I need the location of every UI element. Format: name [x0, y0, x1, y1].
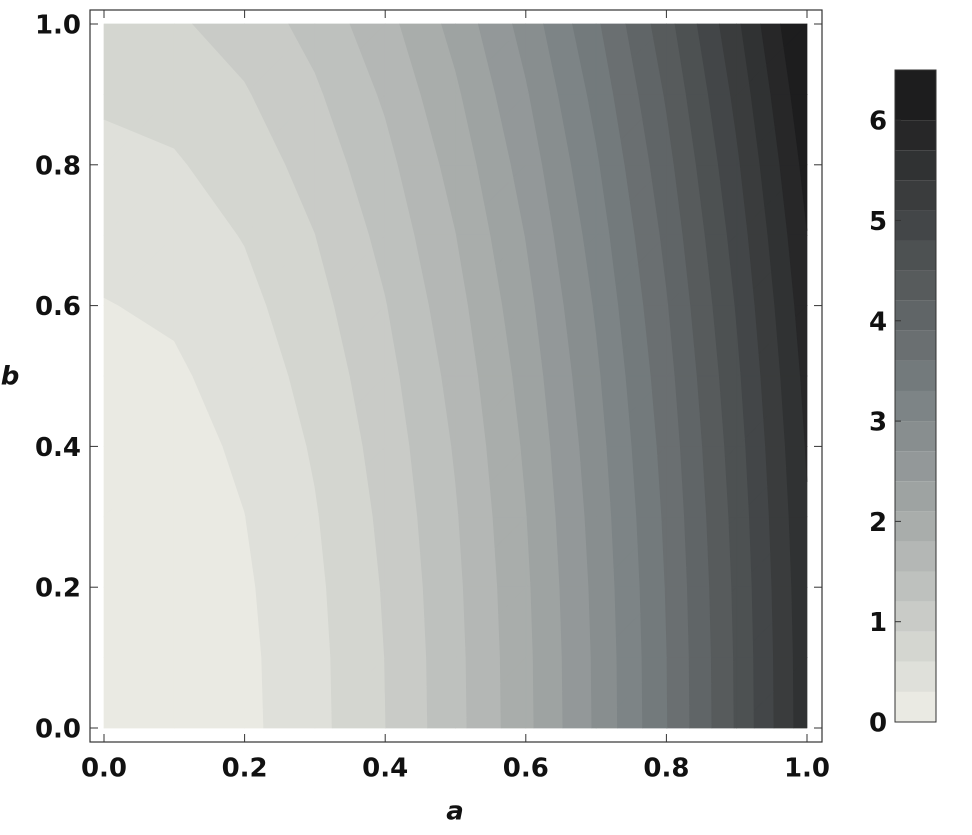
colorbar-band	[895, 70, 936, 121]
colorbar-tick-label: 3	[869, 408, 887, 438]
colorbar-band	[895, 150, 936, 181]
colorbar-band	[895, 541, 936, 572]
y-tick-label: 0.2	[35, 574, 81, 604]
contour-band	[572, 23, 597, 44]
colorbar-tick-label: 1	[869, 608, 887, 638]
colorbar-band	[895, 511, 936, 542]
contour-band	[733, 657, 738, 729]
x-tick-label: 0.6	[503, 754, 549, 784]
contour-bands	[103, 23, 808, 729]
x-axis-label: a	[446, 797, 464, 827]
contour-band	[590, 657, 597, 729]
x-tick-label: 0.0	[81, 754, 127, 784]
contour-band	[288, 23, 316, 42]
y-axis-label: b	[1, 362, 20, 392]
colorbar-band	[895, 210, 936, 241]
colorbar-band	[895, 481, 936, 512]
contour-band	[718, 23, 738, 40]
contour-band	[349, 23, 386, 50]
x-tick-label: 1.0	[784, 754, 830, 784]
y-tick-label: 0.6	[35, 292, 81, 322]
colorbar-band	[895, 601, 936, 632]
colorbar-band	[895, 270, 936, 301]
contour-band	[244, 23, 299, 91]
colorbar-band	[895, 631, 936, 662]
colorbar-band	[895, 300, 936, 331]
colorbar-band	[895, 451, 936, 482]
colorbar-tick-label: 5	[869, 207, 887, 237]
y-tick-label: 1.0	[35, 11, 81, 41]
colorbar-band	[895, 360, 936, 391]
colorbar-band	[895, 661, 936, 692]
x-tick-label: 0.4	[362, 754, 408, 784]
y-tick-label: 0.0	[35, 715, 81, 745]
contour-band	[455, 23, 489, 90]
colorbar-band	[895, 571, 936, 602]
contour-band	[525, 23, 553, 92]
contour-band	[314, 23, 361, 89]
colorbar-tick-label: 4	[869, 307, 887, 337]
colorbar-band	[895, 330, 936, 361]
colorbar-tick-label: 2	[869, 508, 887, 538]
colorbar-band	[895, 691, 936, 722]
colorbar-band	[895, 421, 936, 452]
x-tick-label: 0.2	[222, 754, 268, 784]
contour-band	[780, 23, 808, 48]
colorbar-band	[895, 240, 936, 271]
contour-band	[512, 23, 527, 35]
contour-band	[525, 657, 535, 729]
colorbar-band	[895, 390, 936, 422]
y-tick-label: 0.4	[35, 433, 81, 463]
contour-band	[103, 23, 175, 95]
colorbar-band	[895, 180, 936, 211]
contour-band	[455, 657, 468, 729]
colorbar-band	[895, 120, 936, 151]
contour-band	[192, 23, 245, 52]
colorbar-tick-label: 0	[869, 709, 887, 739]
contour-band	[650, 23, 667, 38]
y-tick-label: 0.8	[35, 151, 81, 181]
x-tick-label: 0.8	[643, 754, 689, 784]
colorbar-tick-label: 6	[869, 107, 887, 137]
contour-band	[441, 23, 456, 36]
colorbar-frame	[894, 69, 937, 723]
